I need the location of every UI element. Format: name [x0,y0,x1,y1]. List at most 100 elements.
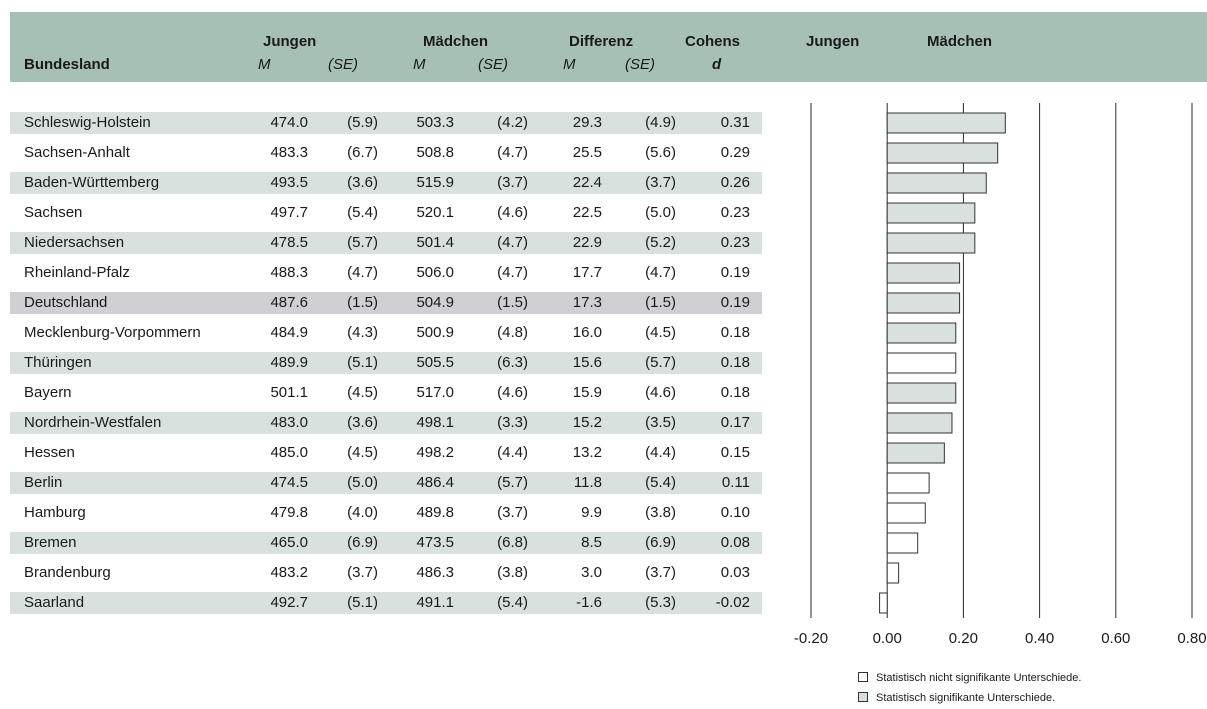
cell-girls-se: (4.7) [497,264,528,281]
cell-boys-mean: 484.9 [270,324,308,341]
bar [886,142,999,164]
table-row: Rheinland-Pfalz 488.3 (4.7) 506.0 (4.7) 17.7 (… [10,262,762,284]
table-row: Bremen 465.0 (6.9) 473.5 (6.8) 8.5 (6.9) 0.08 [10,532,762,554]
header-girls-mean: M [413,56,426,73]
cell-cohens-d: 0.23 [720,234,750,251]
cell-diff-se: (5.6) [645,144,676,161]
cell-diff-mean: 22.5 [572,204,602,221]
bar [886,172,987,194]
cell-cohens-d: 0.18 [720,324,750,341]
table-row: Nordrhein-Westfalen 483.0 (3.6) 498.1 (3.3) 1… [10,412,762,434]
cell-diff-se: (5.7) [645,354,676,371]
cell-girls-mean: 486.4 [416,474,454,491]
table-row: Niedersachsen 478.5 (5.7) 501.4 (4.7) 22.9 (5.… [10,232,762,254]
cell-diff-se: (3.7) [645,564,676,581]
cell-girls-se: (6.3) [497,354,528,371]
legend-significant: Statistisch signifikante Unterschiede. [858,691,1055,705]
table-row: Sachsen 497.7 (5.4) 520.1 (4.6) 22.5 (5.0) 0.23 [10,202,762,224]
table-row: Deutschland 487.6 (1.5) 504.9 (1.5) 17.3 (1.5)… [10,292,762,314]
x-tick-label: 0.80 [1177,630,1206,647]
cell-diff-se: (4.9) [645,114,676,131]
legend-white-box-icon [858,672,868,682]
x-tick-label: 0.20 [949,630,978,647]
cell-boys-se: (4.3) [347,324,378,341]
cell-boys-se: (5.4) [347,204,378,221]
table-row: Brandenburg 483.2 (3.7) 486.3 (3.8) 3.0 (3.7) 0… [10,562,762,584]
legend-not-significant-label: Statistisch nicht signifikante Unterschi… [876,672,1082,684]
cell-boys-mean: 483.0 [270,414,308,431]
cell-diff-se: (5.4) [645,474,676,491]
cell-girls-se: (4.4) [497,444,528,461]
cell-cohens-d: 0.11 [721,474,750,491]
legend-shaded-box-icon [858,692,868,702]
cell-diff-mean: 15.6 [572,354,602,371]
cell-diff-mean: 15.2 [572,414,602,431]
cell-state: Deutschland [24,294,108,311]
table-header-band [10,12,1207,82]
cell-diff-se: (6.9) [645,534,676,551]
cell-diff-se: (3.8) [645,504,676,521]
cell-cohens-d: 0.18 [720,354,750,371]
cell-diff-se: (5.3) [645,594,676,611]
cell-boys-mean: 487.6 [270,294,308,311]
table-row: Berlin 474.5 (5.0) 486.4 (5.7) 11.8 (5.4) 0.11 [10,472,762,494]
cell-boys-se: (3.6) [347,174,378,191]
bar [886,262,961,284]
cell-diff-mean: 15.9 [572,384,602,401]
cell-boys-mean: 501.1 [270,384,308,401]
cell-boys-se: (5.1) [347,354,378,371]
cell-girls-se: (3.8) [497,564,528,581]
bar [886,472,930,494]
bar [886,292,961,314]
cell-state: Schleswig-Holstein [24,114,151,131]
cell-girls-mean: 515.9 [416,174,454,191]
cell-state: Sachsen-Anhalt [24,144,130,161]
header-girls: Mädchen [423,33,489,50]
cell-diff-se: (4.7) [645,264,676,281]
cell-boys-mean: 492.7 [270,594,308,611]
cell-diff-mean: 3.0 [581,564,602,581]
cell-girls-se: (4.7) [497,234,528,251]
cell-girls-mean: 520.1 [416,204,454,221]
bar [886,352,957,374]
table-row: Schleswig-Holstein 474.0 (5.9) 503.3 (4.2) 29… [10,112,762,134]
cell-boys-se: (6.7) [347,144,378,161]
table-row: Hessen 485.0 (4.5) 498.2 (4.4) 13.2 (4.4) 0.15 [10,442,762,464]
table-row: Mecklenburg-Vorpommern 484.9 (4.3) 500.9 (4.… [10,322,762,344]
cell-boys-se: (5.7) [347,234,378,251]
cell-girls-se: (5.7) [497,474,528,491]
cell-girls-se: (4.2) [497,114,528,131]
bar [886,502,926,524]
cell-boys-se: (1.5) [347,294,378,311]
cell-diff-mean: 8.5 [581,534,602,551]
cell-state: Mecklenburg-Vorpommern [24,324,201,341]
cell-state: Baden-Württemberg [24,174,160,191]
cell-diff-se: (3.5) [645,414,676,431]
cell-state: Rheinland-Pfalz [24,264,130,281]
x-tick-label: 0.00 [873,630,902,647]
cell-boys-se: (3.7) [347,564,378,581]
cell-girls-se: (3.7) [497,504,528,521]
cell-boys-se: (5.9) [347,114,378,131]
cell-boys-mean: 474.0 [270,114,308,131]
header-boys-se: (SE) [328,56,358,73]
header-state: Bundesland [24,56,110,73]
cell-boys-mean: 483.2 [270,564,308,581]
cell-diff-mean: 11.8 [573,474,602,491]
cell-girls-mean: 501.4 [416,234,454,251]
cell-boys-se: (5.1) [347,594,378,611]
cell-girls-se: (4.6) [497,204,528,221]
table-row: Baden-Württemberg 493.5 (3.6) 515.9 (3.7) 22.… [10,172,762,194]
x-tick-label: 0.60 [1101,630,1130,647]
cell-diff-se: (3.7) [645,174,676,191]
header-cohens-d: d [712,56,722,73]
header-chart-boys: Jungen [806,33,860,50]
cell-boys-se: (4.5) [347,384,378,401]
cell-boys-mean: 488.3 [270,264,308,281]
bar [886,532,919,554]
bar [886,412,953,434]
cell-state: Hamburg [24,504,86,521]
cell-boys-mean: 485.0 [270,444,308,461]
cell-boys-se: (3.6) [347,414,378,431]
cell-girls-mean: 498.1 [416,414,454,431]
